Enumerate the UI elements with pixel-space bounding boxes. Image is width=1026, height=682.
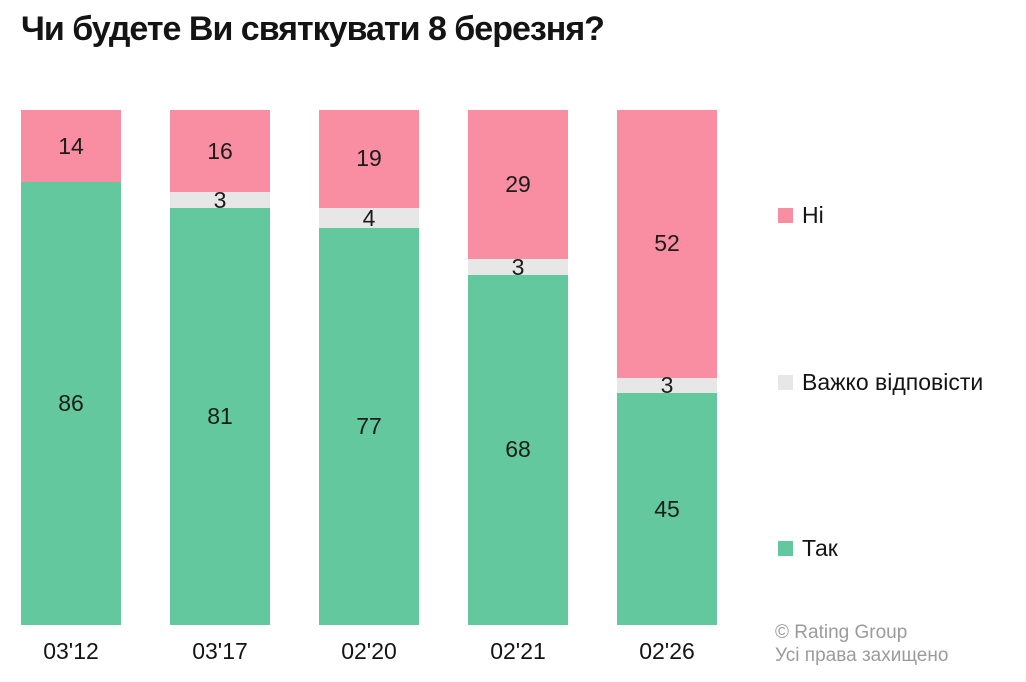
plot-area: 14 86 16 3 81 19 4 77 29 3 68 52 3 45 — [0, 110, 760, 625]
value-label: 52 — [654, 230, 680, 257]
legend-swatch-no — [778, 208, 793, 223]
x-axis-label: 02'26 — [639, 638, 695, 664]
bar-segment-no: 19 — [319, 110, 419, 208]
value-label: 81 — [207, 402, 233, 429]
legend-item-yes: Так — [778, 537, 838, 560]
bar-segment-hard-to-answer: 3 — [468, 255, 568, 278]
legend-label-hard-to-answer: Важко відповісти — [802, 369, 984, 395]
bar-segment-yes: 77 — [319, 228, 419, 625]
bar-segment-no: 29 — [468, 110, 568, 260]
bar-segment-no: 52 — [617, 110, 717, 378]
x-axis-label: 02'20 — [341, 638, 397, 664]
value-label: 14 — [58, 132, 84, 159]
bar-stack: 14 86 — [21, 110, 121, 625]
bar-segment-yes: 68 — [468, 274, 568, 625]
attribution: © Rating Group Усі права захищено — [775, 621, 948, 667]
chart-title: Чи будете Ви святкувати 8 березня? — [21, 10, 605, 48]
value-label: 68 — [505, 436, 531, 463]
bar-stack: 16 3 81 — [170, 110, 270, 625]
value-label: 77 — [356, 413, 382, 440]
value-label: 86 — [58, 390, 84, 417]
legend-swatch-hard-to-answer — [778, 375, 793, 390]
bar-stack: 29 3 68 — [468, 110, 568, 625]
value-label: 19 — [356, 145, 382, 172]
legend-label-no: Ні — [802, 202, 824, 228]
value-label: 3 — [213, 186, 227, 213]
value-label: 29 — [505, 171, 531, 198]
bar-segment-yes: 45 — [617, 393, 717, 625]
copyright-text: © Rating Group — [775, 622, 908, 643]
bar-segment-no: 14 — [21, 110, 121, 183]
bar-segment-yes: 86 — [21, 182, 121, 625]
legend-item-no: Ні — [778, 204, 824, 227]
value-label: 16 — [207, 137, 233, 164]
x-axis-label: 02'21 — [490, 638, 546, 664]
value-label: 4 — [362, 204, 376, 231]
bar-segment-no: 16 — [170, 110, 270, 193]
bar-segment-hard-to-answer: 4 — [319, 204, 419, 231]
legend-label-yes: Так — [802, 535, 838, 561]
bar-stack: 52 3 45 — [617, 110, 717, 625]
bar-segment-hard-to-answer: 3 — [617, 374, 717, 397]
legend-swatch-yes — [778, 541, 793, 556]
value-label: 3 — [660, 372, 674, 399]
rights-reserved-text: Усі права захищено — [775, 645, 949, 666]
legend-item-hard-to-answer: Важко відповісти — [778, 371, 983, 394]
x-axis-label: 03'12 — [43, 638, 99, 664]
value-label: 3 — [511, 253, 525, 280]
bar-stack: 19 4 77 — [319, 110, 419, 625]
value-label: 45 — [654, 495, 680, 522]
x-axis-label: 03'17 — [192, 638, 248, 664]
bar-segment-hard-to-answer: 3 — [170, 188, 270, 211]
bar-segment-yes: 81 — [170, 207, 270, 625]
